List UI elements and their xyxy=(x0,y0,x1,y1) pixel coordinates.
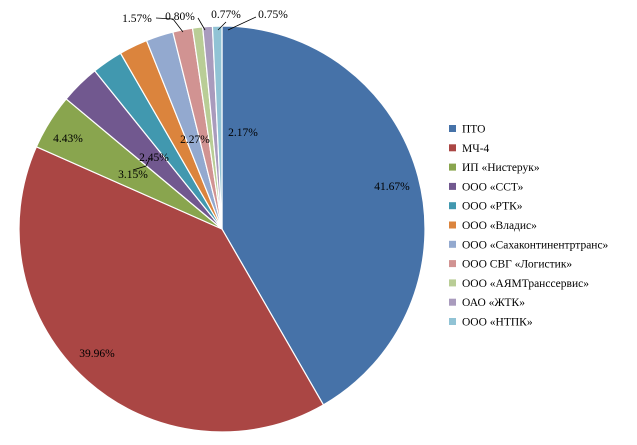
data-label-2: 39.96% xyxy=(79,348,115,360)
legend-swatch-11 xyxy=(449,318,456,325)
legend-swatch-1 xyxy=(449,125,456,132)
legend-label-9: ООО «АЯМТранссервис» xyxy=(462,278,589,290)
legend-label-1: ПТО xyxy=(462,124,485,136)
data-label-5: 2.45% xyxy=(139,152,169,164)
data-label-10: 0.77% xyxy=(211,9,241,21)
legend-label-6: ООО «Владис» xyxy=(462,220,537,232)
leader-lines xyxy=(132,16,257,171)
data-label-4: 3.15% xyxy=(118,169,148,181)
leader-line-4 xyxy=(132,157,151,171)
legend-label-5: ООО «РТК» xyxy=(462,201,523,213)
legend-label-8: ООО СВГ «Логистик» xyxy=(462,259,572,271)
data-label-11: 0.75% xyxy=(258,9,288,21)
legend-label-2: МЧ-4 xyxy=(462,143,490,155)
data-label-7: 2.17% xyxy=(228,127,258,139)
data-labels: 41.67% 39.96% 4.43% 3.15% 2.45% 2.27% 2.17% 1.5… xyxy=(53,9,410,360)
legend-swatch-6 xyxy=(449,221,456,229)
legend-swatch-4 xyxy=(449,182,456,190)
pie-slices xyxy=(18,25,426,433)
legend-label-11: ООО «НТПК» xyxy=(462,317,533,329)
data-label-6: 2.27% xyxy=(180,134,210,146)
legend-swatch-5 xyxy=(449,202,456,210)
pie-slice-2 xyxy=(18,145,325,433)
legend-label-3: ИП «Нистерук» xyxy=(462,162,540,174)
pie-slice-1 xyxy=(221,25,426,406)
data-label-8: 1.57% xyxy=(122,13,152,25)
leader-line-11 xyxy=(227,16,257,31)
data-label-3: 4.43% xyxy=(53,133,83,145)
leader-line-10 xyxy=(217,21,227,31)
legend-swatch-7 xyxy=(449,240,456,248)
leader-line-9 xyxy=(197,17,206,31)
data-label-1: 41.67% xyxy=(374,181,410,193)
legend-label-7: ООО «Сахаконтинентртранс» xyxy=(462,239,609,251)
legend-label-4: ООО «ССТ» xyxy=(462,181,524,193)
legend-label-10: ОАО «ЖТК» xyxy=(462,297,525,309)
leader-line-8 xyxy=(155,17,184,33)
legend-swatch-2 xyxy=(449,144,456,152)
legend-swatch-9 xyxy=(449,279,456,287)
data-label-9: 0.80% xyxy=(165,11,195,23)
legend-swatch-3 xyxy=(449,163,456,171)
legend: ПТО МЧ-4 ИП «Нистерук» ООО «ССТ» ООО «РТК» ОО… xyxy=(449,124,609,329)
legend-swatch-8 xyxy=(449,260,456,268)
legend-swatch-10 xyxy=(449,298,456,306)
